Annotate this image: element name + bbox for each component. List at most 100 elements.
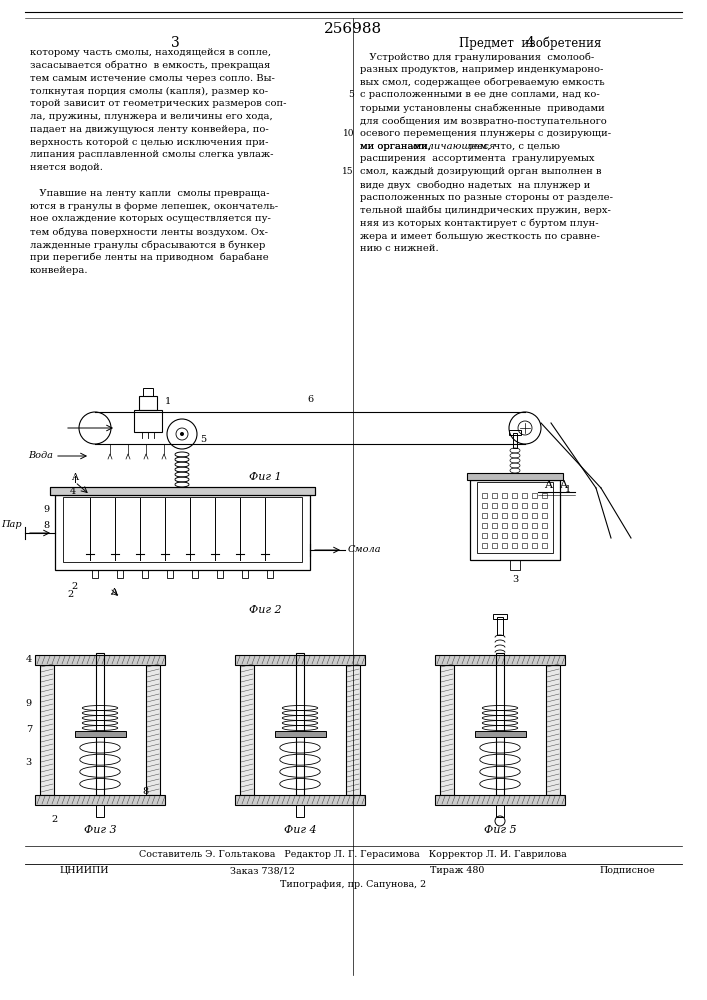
Text: лажденные гранулы сбрасываются в бункер: лажденные гранулы сбрасываются в бункер bbox=[30, 240, 265, 249]
Bar bbox=[512, 513, 517, 518]
Bar bbox=[492, 493, 497, 498]
Bar bbox=[522, 493, 527, 498]
Bar bbox=[542, 513, 547, 518]
Text: Фиг 2: Фиг 2 bbox=[249, 605, 281, 615]
Bar bbox=[532, 503, 537, 508]
Bar bbox=[509, 430, 521, 435]
Text: A: A bbox=[559, 480, 567, 490]
Bar bbox=[510, 560, 520, 570]
Text: A: A bbox=[71, 473, 78, 482]
Bar bbox=[475, 730, 525, 736]
Bar bbox=[96, 653, 104, 795]
Bar bbox=[502, 543, 507, 548]
Text: 10: 10 bbox=[342, 129, 354, 138]
Bar bbox=[502, 503, 507, 508]
Bar bbox=[522, 543, 527, 548]
Bar bbox=[546, 665, 560, 795]
Bar bbox=[492, 523, 497, 528]
Text: тельной шайбы цилиндрических пружин, верх-: тельной шайбы цилиндрических пружин, вер… bbox=[360, 206, 611, 215]
Text: тем самым истечение смолы через сопло. Вы-: тем самым истечение смолы через сопло. В… bbox=[30, 74, 275, 83]
Bar bbox=[96, 805, 104, 817]
Bar bbox=[142, 570, 148, 578]
Text: Смола: Смола bbox=[348, 546, 382, 554]
Bar bbox=[502, 533, 507, 538]
Bar bbox=[522, 533, 527, 538]
Text: 3: 3 bbox=[170, 36, 180, 50]
Bar bbox=[522, 523, 527, 528]
Bar bbox=[470, 480, 560, 560]
Text: Предмет  изобретения: Предмет изобретения bbox=[459, 36, 601, 49]
Text: вых смол, содержащее обогреваемую емкость: вых смол, содержащее обогреваемую емкост… bbox=[360, 78, 604, 87]
Text: 2: 2 bbox=[52, 815, 58, 824]
Text: 7: 7 bbox=[25, 726, 32, 734]
Text: 5: 5 bbox=[348, 90, 354, 99]
Text: Типография, пр. Сапунова, 2: Типография, пр. Сапунова, 2 bbox=[280, 880, 426, 889]
Text: 15: 15 bbox=[342, 167, 354, 176]
Bar bbox=[117, 570, 123, 578]
Bar bbox=[146, 665, 160, 795]
Bar bbox=[512, 523, 517, 528]
Bar bbox=[467, 473, 563, 480]
Text: Фиг 3: Фиг 3 bbox=[83, 825, 117, 835]
Bar bbox=[143, 388, 153, 396]
Bar bbox=[542, 503, 547, 508]
Text: расширения  ассортимента  гранулируемых: расширения ассортимента гранулируемых bbox=[360, 154, 595, 163]
Bar bbox=[275, 730, 326, 736]
Text: Упавшие на ленту капли  смолы превраща-: Упавшие на ленту капли смолы превраща- bbox=[30, 189, 269, 198]
Text: торыми установлены снабженные  приводами: торыми установлены снабженные приводами bbox=[360, 103, 604, 113]
Bar bbox=[134, 410, 162, 432]
Bar bbox=[492, 533, 497, 538]
Bar bbox=[192, 570, 198, 578]
Text: 8: 8 bbox=[142, 787, 148, 796]
Text: A: A bbox=[544, 480, 552, 490]
Bar bbox=[493, 614, 507, 619]
Text: торой зависит от геометрических размеров соп-: торой зависит от геометрических размеров… bbox=[30, 99, 286, 108]
Bar bbox=[296, 653, 304, 795]
Bar bbox=[513, 433, 517, 448]
Text: Составитель Э. Гольтакова   Редактор Л. Г. Герасимова   Корректор Л. И. Гаврилов: Составитель Э. Гольтакова Редактор Л. Г.… bbox=[139, 850, 567, 859]
Bar bbox=[242, 570, 248, 578]
Text: Устройство для гранулирования  смолооб-: Устройство для гранулирования смолооб- bbox=[360, 52, 595, 62]
Text: жера и имеет большую жесткость по сравне-: жера и имеет большую жесткость по сравне… bbox=[360, 231, 600, 241]
Bar bbox=[482, 543, 487, 548]
Text: Тираж 480: Тираж 480 bbox=[430, 866, 484, 875]
Text: ми органами,: ми органами, bbox=[360, 142, 434, 151]
Text: виде двух  свободно надетых  на плунжер и: виде двух свободно надетых на плунжер и bbox=[360, 180, 590, 190]
Text: 8: 8 bbox=[44, 520, 50, 530]
Text: Фиг 4: Фиг 4 bbox=[284, 825, 316, 835]
Text: ЦНИИПИ: ЦНИИПИ bbox=[60, 866, 110, 875]
Bar bbox=[482, 503, 487, 508]
Bar bbox=[435, 795, 565, 805]
Text: A: A bbox=[110, 588, 117, 597]
Circle shape bbox=[180, 432, 184, 436]
Text: осевого перемещения плунжеры с дозирующи-: осевого перемещения плунжеры с дозирующи… bbox=[360, 129, 611, 138]
Text: ми органами,: ми органами, bbox=[360, 142, 434, 151]
Bar bbox=[532, 493, 537, 498]
Text: толкнутая порция смолы (капля), размер ко-: толкнутая порция смолы (капля), размер к… bbox=[30, 86, 268, 96]
Bar bbox=[267, 570, 273, 578]
Bar bbox=[55, 495, 310, 570]
Text: Подписное: Подписное bbox=[600, 866, 656, 875]
Text: Заказ 738/12: Заказ 738/12 bbox=[230, 866, 295, 875]
Bar bbox=[512, 543, 517, 548]
Bar bbox=[35, 795, 165, 805]
Text: 3: 3 bbox=[25, 758, 32, 767]
Bar bbox=[477, 482, 553, 553]
Text: ются в гранулы в форме лепешек, окончатель-: ются в гранулы в форме лепешек, окончате… bbox=[30, 202, 278, 211]
Text: ла, пружины, плунжера и величины его хода,: ла, пружины, плунжера и величины его ход… bbox=[30, 112, 273, 121]
Text: падает на движущуюся ленту конвейера, по-: падает на движущуюся ленту конвейера, по… bbox=[30, 125, 269, 134]
Text: 256988: 256988 bbox=[324, 22, 382, 36]
Text: 2: 2 bbox=[72, 582, 78, 591]
Text: 2: 2 bbox=[67, 590, 73, 599]
Text: которому часть смолы, находящейся в сопле,: которому часть смолы, находящейся в сопл… bbox=[30, 48, 271, 57]
Bar bbox=[139, 396, 157, 410]
Bar bbox=[496, 805, 504, 817]
Bar bbox=[532, 543, 537, 548]
Bar bbox=[435, 655, 565, 665]
Text: 5: 5 bbox=[200, 434, 206, 444]
Text: засасывается обратно  в емкость, прекращая: засасывается обратно в емкость, прекраща… bbox=[30, 61, 270, 70]
Bar bbox=[482, 493, 487, 498]
Text: с расположенными в ее дне соплами, над ко-: с расположенными в ее дне соплами, над к… bbox=[360, 90, 600, 99]
Text: при перегибе ленты на приводном  барабане: при перегибе ленты на приводном барабане bbox=[30, 253, 269, 262]
Bar bbox=[296, 805, 304, 817]
